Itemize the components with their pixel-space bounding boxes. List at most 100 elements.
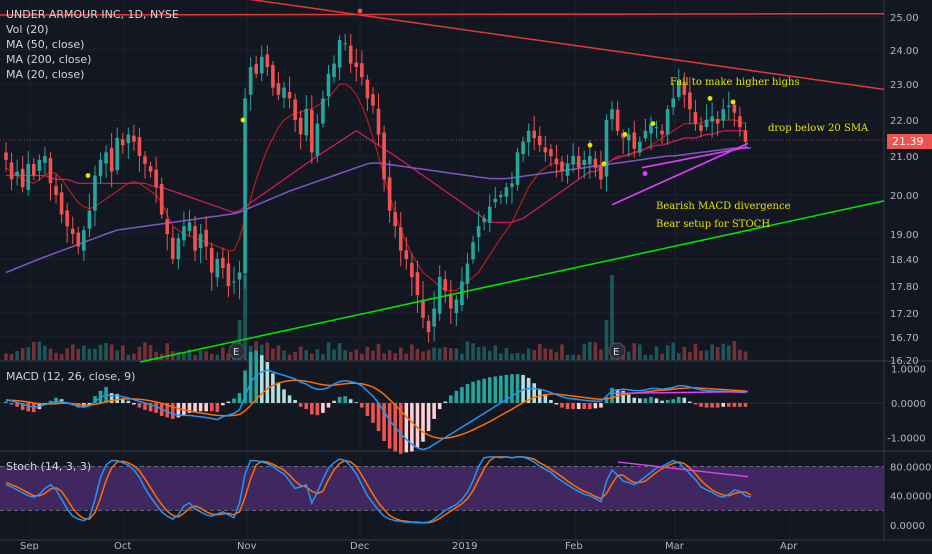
- candle-body[interactable]: [682, 82, 687, 95]
- candle-body[interactable]: [9, 162, 14, 180]
- candle-body[interactable]: [76, 232, 81, 247]
- candle-body[interactable]: [521, 141, 525, 154]
- candle-body[interactable]: [43, 156, 47, 163]
- candle-body[interactable]: [615, 109, 620, 131]
- indicator-ma50-label[interactable]: MA (50, close): [6, 38, 84, 51]
- candle-body[interactable]: [721, 109, 726, 121]
- stoch-d-line[interactable]: [5, 456, 752, 524]
- candle-body[interactable]: [171, 237, 175, 259]
- candle-body[interactable]: [265, 54, 270, 67]
- candle-body[interactable]: [87, 210, 92, 229]
- candle-body[interactable]: [410, 263, 414, 277]
- divergence-line-lower[interactable]: [641, 146, 749, 169]
- candle-body[interactable]: [310, 109, 314, 153]
- candle-body[interactable]: [104, 152, 108, 164]
- indicator-vol-label[interactable]: Vol (20): [6, 23, 49, 36]
- candle-body[interactable]: [710, 116, 714, 122]
- candle-body[interactable]: [165, 219, 170, 234]
- candle-body[interactable]: [476, 226, 481, 238]
- candle-body[interactable]: [443, 279, 448, 291]
- candle-body[interactable]: [404, 250, 409, 259]
- candle-body[interactable]: [543, 147, 548, 153]
- candle-body[interactable]: [526, 130, 531, 143]
- stoch-k-line[interactable]: [5, 456, 752, 524]
- candle-body[interactable]: [82, 230, 86, 251]
- candle-body[interactable]: [321, 98, 325, 124]
- candle-body[interactable]: [315, 123, 320, 156]
- candle-body[interactable]: [93, 175, 97, 211]
- candle-body[interactable]: [365, 79, 370, 99]
- candle-body[interactable]: [454, 299, 459, 314]
- candle-body[interactable]: [187, 222, 192, 232]
- candle-body[interactable]: [360, 63, 364, 78]
- candle-body[interactable]: [221, 257, 225, 268]
- stoch-pane[interactable]: [0, 456, 884, 524]
- indicator-ma200-label[interactable]: MA (200, close): [6, 53, 91, 66]
- candle-body[interactable]: [271, 65, 275, 88]
- candle-body[interactable]: [4, 152, 8, 160]
- candle-body[interactable]: [37, 159, 42, 171]
- candle-body[interactable]: [70, 228, 75, 234]
- candle-body[interactable]: [426, 320, 431, 333]
- candle-body[interactable]: [109, 148, 114, 172]
- upper-horizontal-line[interactable]: [0, 12, 885, 16]
- stoch-divergence-line[interactable]: [617, 461, 749, 478]
- candle-body[interactable]: [654, 127, 659, 129]
- earnings-marker[interactable]: [228, 342, 246, 360]
- macd-divergence-line[interactable]: [611, 390, 749, 395]
- indicator-ma20-label[interactable]: MA (20, close): [6, 68, 84, 81]
- candle-body[interactable]: [632, 132, 637, 149]
- candle-body[interactable]: [549, 149, 553, 156]
- candle-body[interactable]: [432, 308, 436, 327]
- candle-body[interactable]: [59, 192, 64, 215]
- candle-body[interactable]: [226, 263, 231, 286]
- candle-body[interactable]: [576, 156, 581, 168]
- candle-body[interactable]: [588, 156, 592, 164]
- candle-body[interactable]: [671, 98, 675, 108]
- candle-body[interactable]: [460, 281, 464, 306]
- candle-body[interactable]: [482, 218, 486, 223]
- candle-body[interactable]: [232, 281, 236, 283]
- candle-body[interactable]: [348, 45, 353, 64]
- stoch-title[interactable]: Stoch (14, 3, 3): [6, 460, 91, 473]
- candle-body[interactable]: [376, 108, 381, 135]
- candle-body[interactable]: [120, 139, 125, 146]
- candle-body[interactable]: [259, 56, 264, 74]
- candle-body[interactable]: [332, 63, 336, 78]
- ma200-line[interactable]: [5, 147, 751, 274]
- candle-body[interactable]: [626, 134, 631, 141]
- candle-body[interactable]: [638, 141, 642, 153]
- candle-body[interactable]: [643, 130, 648, 139]
- candle-body[interactable]: [304, 109, 309, 136]
- candle-body[interactable]: [159, 183, 164, 215]
- candle-body[interactable]: [593, 158, 598, 168]
- macd-signal-line[interactable]: [6, 379, 746, 439]
- candle-body[interactable]: [660, 130, 664, 135]
- candle-body[interactable]: [32, 163, 36, 176]
- candle-body[interactable]: [243, 98, 247, 274]
- macd-pane[interactable]: [0, 350, 884, 454]
- candle-body[interactable]: [148, 166, 153, 172]
- candle-body[interactable]: [237, 272, 242, 280]
- candle-body[interactable]: [276, 83, 281, 95]
- candle-body[interactable]: [387, 177, 392, 211]
- candle-body[interactable]: [465, 263, 470, 284]
- candlesticks[interactable]: [4, 33, 748, 343]
- candle-body[interactable]: [154, 169, 158, 188]
- candle-body[interactable]: [287, 91, 292, 99]
- candle-body[interactable]: [421, 299, 425, 318]
- candle-body[interactable]: [599, 165, 603, 180]
- candle-body[interactable]: [137, 137, 142, 156]
- candle-body[interactable]: [126, 134, 131, 144]
- candle-body[interactable]: [248, 67, 253, 95]
- macd-title[interactable]: MACD (12, 26, close, 9): [6, 370, 135, 383]
- candle-body[interactable]: [699, 125, 703, 131]
- candle-body[interactable]: [537, 135, 542, 146]
- candle-body[interactable]: [665, 109, 670, 135]
- candle-body[interactable]: [676, 80, 681, 97]
- candle-body[interactable]: [693, 112, 698, 124]
- candle-body[interactable]: [560, 161, 564, 172]
- candle-body[interactable]: [182, 226, 186, 241]
